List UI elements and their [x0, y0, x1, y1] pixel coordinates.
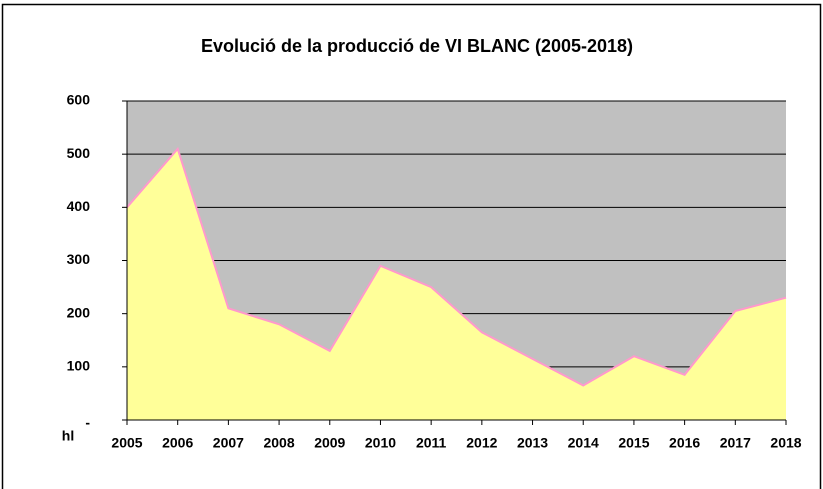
area-line: [126, 146, 787, 387]
x-tick-label: 2012: [466, 435, 497, 451]
x-tick-label: 2006: [162, 435, 193, 451]
y-tick-label: 200: [67, 304, 91, 320]
x-tick-label: 2014: [568, 435, 599, 451]
x-tick-label: 2013: [517, 435, 548, 451]
frame: [1, 3, 822, 489]
x-tick-label: 2015: [618, 435, 649, 451]
y-tick-label: 100: [67, 358, 91, 374]
y-tick-label: 600: [67, 92, 91, 108]
y-tick-label: -: [85, 415, 90, 431]
y-tick-label: 500: [67, 145, 91, 161]
x-tick-label: 2016: [669, 435, 700, 451]
chart-title: Evolució de la producció de VI BLANC (20…: [201, 36, 633, 56]
x-tick-label: 2008: [263, 435, 294, 451]
y-tick-label: 400: [67, 198, 91, 214]
area-fill: [127, 148, 786, 420]
x-tick-label: 2009: [314, 435, 345, 451]
x-tick-label: 2005: [111, 435, 142, 451]
x-tick-label: 2011: [416, 435, 447, 451]
y-axis-label: hl: [62, 428, 74, 444]
x-tick-label: 2010: [365, 435, 396, 451]
x-tick-label: 2018: [770, 435, 801, 451]
x-tick-label: 2017: [720, 435, 751, 451]
y-tick-label: 300: [67, 251, 91, 267]
x-tick-label: 2007: [213, 435, 244, 451]
